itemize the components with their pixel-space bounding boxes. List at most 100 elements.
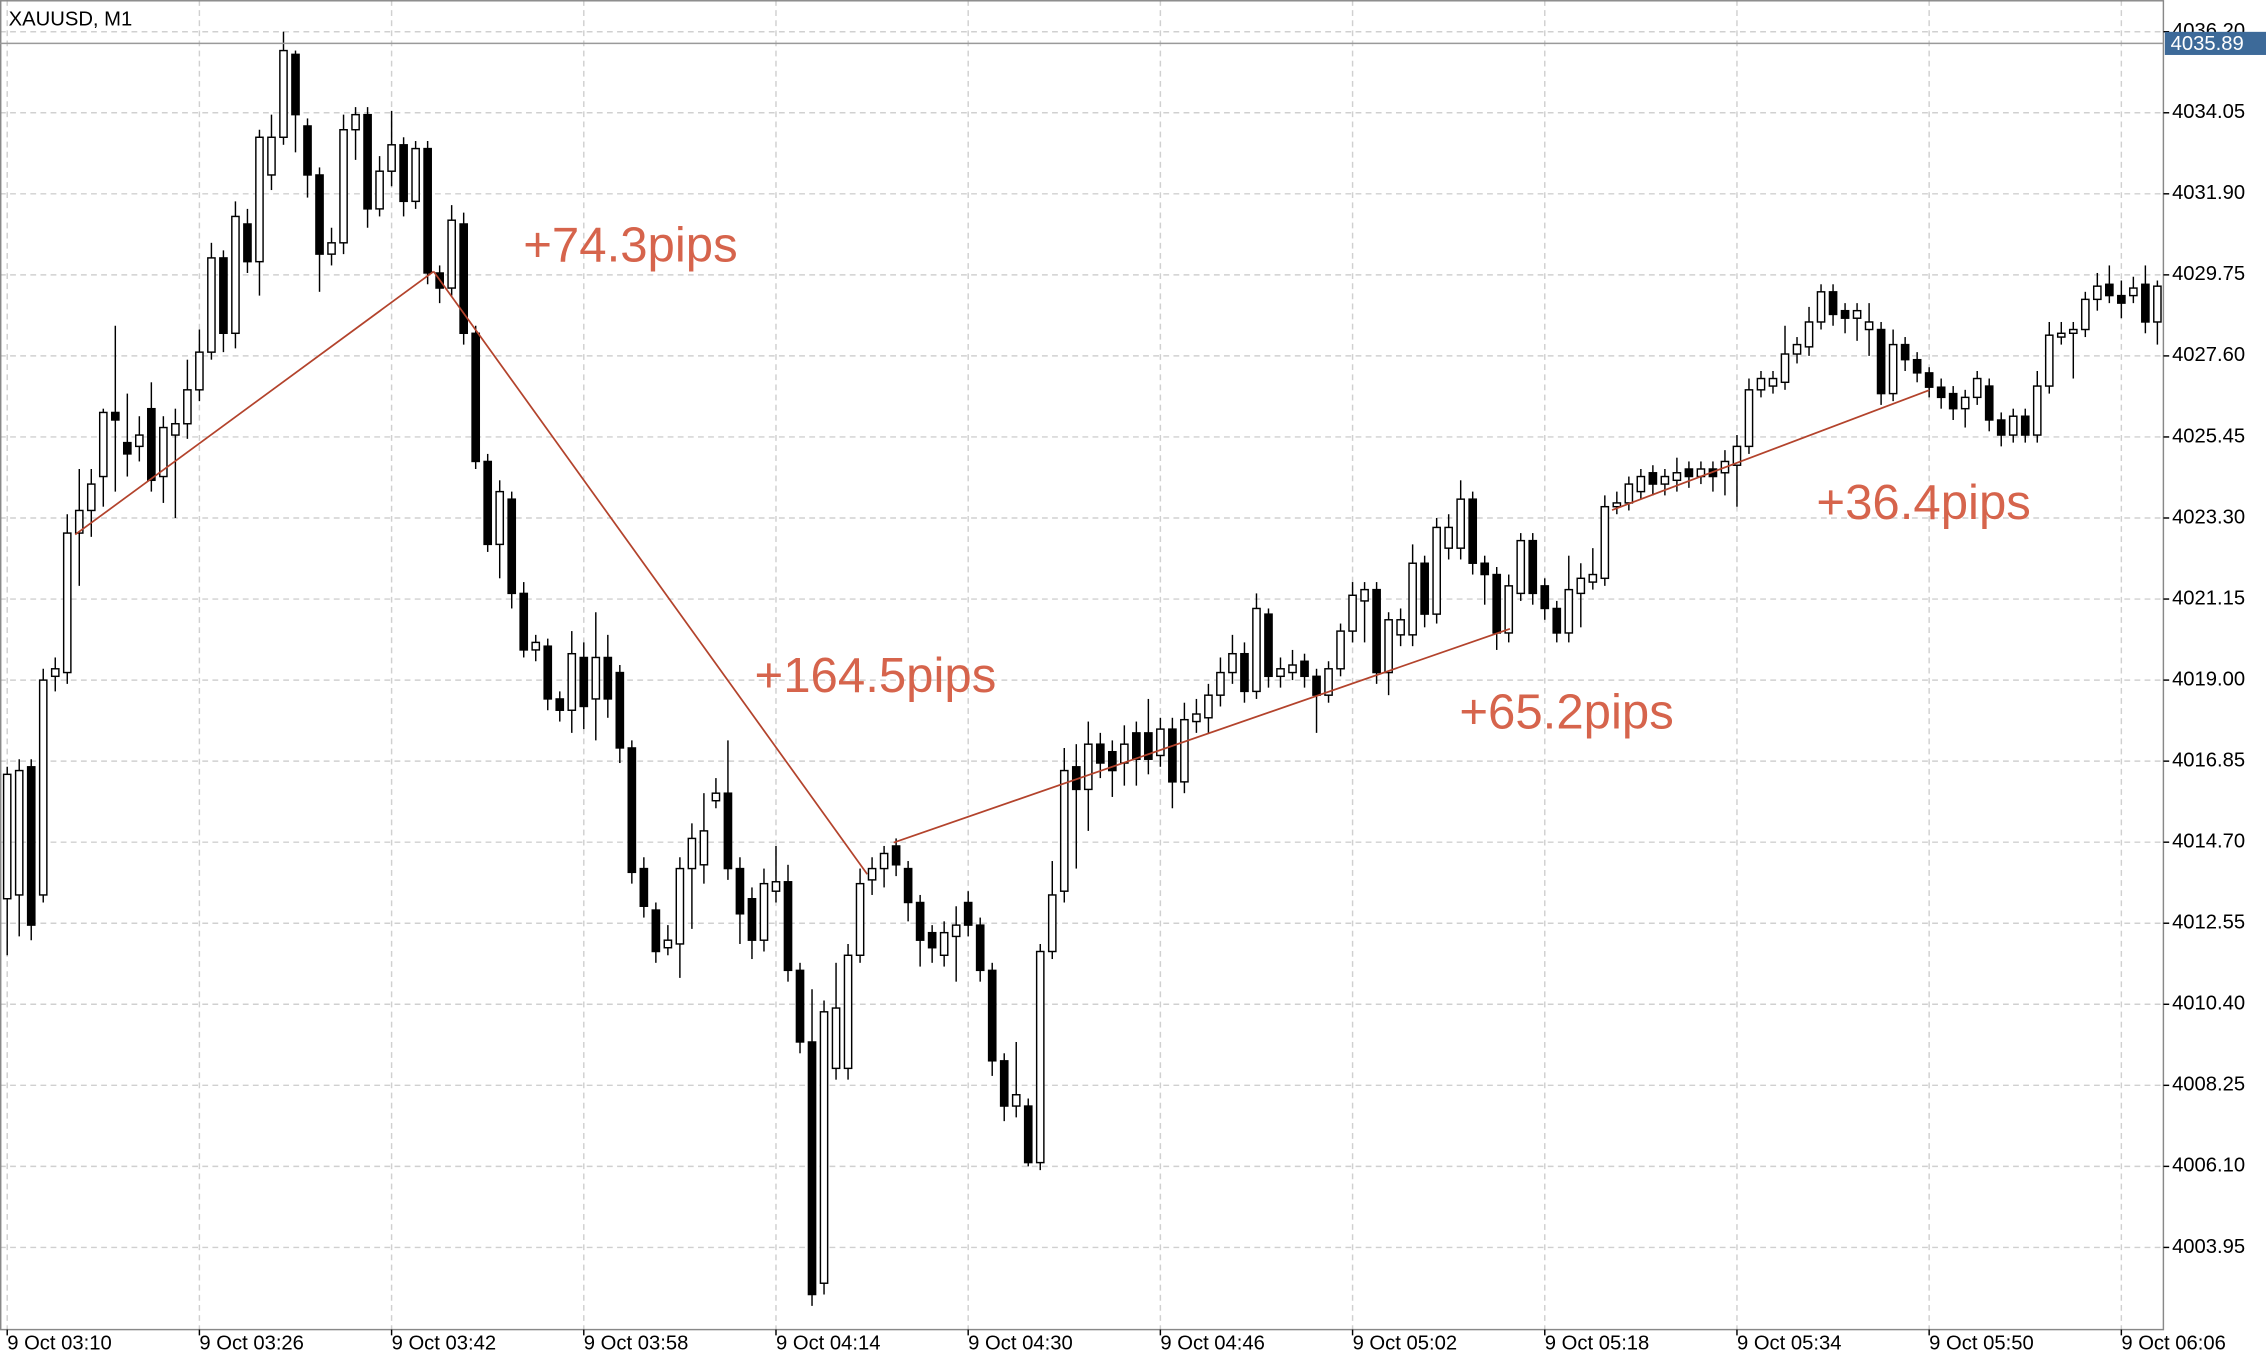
current-price-tag [2164, 31, 2266, 55]
candle-body [1792, 343, 1802, 355]
candle-body [819, 1011, 829, 1284]
candle-body [2141, 283, 2150, 323]
candle-body [1047, 894, 1057, 953]
x-tick-label: 9 Oct 03:10 [7, 1332, 112, 1354]
candle-body [1420, 562, 1429, 615]
candle-body [963, 901, 973, 926]
trend-line [893, 628, 1511, 844]
trend-label: +36.4pips [1816, 476, 2030, 530]
candle-body [26, 766, 36, 926]
candle-body [699, 830, 709, 866]
symbol-title: XAUUSD, M1 [9, 9, 133, 31]
candle-body [1144, 732, 1153, 760]
candle-body [1396, 619, 1405, 636]
candle-body [315, 174, 324, 255]
candle-body [1612, 502, 1622, 508]
candle-body [1107, 750, 1117, 772]
candle-body [579, 656, 589, 708]
candle-body [50, 668, 60, 678]
candle-body [1888, 343, 1898, 395]
candle-body [1660, 475, 1670, 485]
candle-body [1840, 309, 1850, 319]
candle-body [195, 351, 204, 391]
candle-body [2008, 415, 2018, 436]
candle-body [723, 792, 733, 870]
candle-body [2129, 287, 2138, 297]
candle-body [327, 242, 336, 255]
candle-body [1504, 585, 1514, 634]
candle-body [1204, 694, 1213, 719]
candle-body [1816, 291, 1826, 323]
candle-body [759, 882, 769, 941]
candle-body [1672, 472, 1682, 482]
candle-body [939, 931, 949, 956]
candle-body [903, 867, 913, 904]
candle-body [1444, 526, 1454, 549]
candle-body [1468, 498, 1478, 564]
candle-body [1900, 343, 1910, 361]
candle-body [1972, 377, 1982, 399]
candle-body [459, 223, 469, 335]
current-price-label: 4035.89 [2171, 33, 2244, 55]
x-tick-label: 9 Oct 05:34 [1737, 1332, 1842, 1354]
candle-body [1732, 445, 1742, 466]
candle-body [675, 867, 685, 945]
candle-body [159, 426, 168, 478]
candle-body [1828, 291, 1838, 316]
candle-body [98, 411, 108, 478]
candle-body [855, 882, 865, 956]
candle-body [591, 656, 601, 700]
trend-label: +164.5pips [755, 649, 997, 703]
candle-body [1624, 483, 1634, 504]
y-tick-label: 4008.25 [2172, 1074, 2245, 1096]
candle-body [1083, 743, 1093, 791]
y-tick-label: 4029.75 [2172, 263, 2245, 285]
x-tick-label: 9 Oct 05:02 [1353, 1332, 1458, 1354]
candle-body [975, 924, 985, 972]
candle-body [507, 498, 517, 595]
candle-body [483, 460, 493, 546]
candle-body [1120, 743, 1129, 764]
y-tick-label: 4031.90 [2172, 182, 2245, 204]
candle-body [1588, 573, 1598, 583]
candle-body [1804, 321, 1814, 348]
candle-body [1240, 652, 1249, 693]
candle-body [303, 125, 312, 176]
candle-body [1288, 664, 1297, 674]
candle-body [471, 332, 481, 463]
candle-body [987, 969, 997, 1062]
candle-body [2068, 328, 2078, 335]
trend-label: +65.2pips [1459, 686, 1673, 740]
candle-body [231, 215, 240, 335]
candle-body [1552, 607, 1562, 634]
candle-body [387, 144, 396, 172]
candle-body [2153, 285, 2162, 323]
candle-body [1408, 562, 1417, 636]
trend-line [432, 270, 868, 875]
candle-body [603, 656, 613, 700]
candle-body [663, 939, 673, 949]
candle-body [2117, 294, 2126, 304]
candle-body [1576, 577, 1586, 595]
candle-body [1996, 419, 2006, 436]
candle-body [1780, 353, 1790, 384]
candle-body [1600, 505, 1610, 580]
candle-body [615, 671, 625, 749]
candle-body [555, 698, 565, 711]
candle-body [183, 389, 192, 425]
candle-body [1936, 386, 1946, 399]
candle-body [1744, 389, 1754, 448]
candle-body [147, 407, 156, 482]
candle-body [531, 641, 541, 651]
candle-body [255, 136, 264, 263]
y-tick-label: 4003.95 [2172, 1236, 2245, 1258]
candle-body [74, 509, 84, 534]
candle-body [783, 881, 793, 972]
candle-body [1095, 743, 1105, 764]
candle-body [447, 219, 456, 289]
y-tick-label: 4023.30 [2172, 506, 2245, 528]
candle-body [1480, 562, 1490, 576]
candle-body [351, 113, 360, 131]
